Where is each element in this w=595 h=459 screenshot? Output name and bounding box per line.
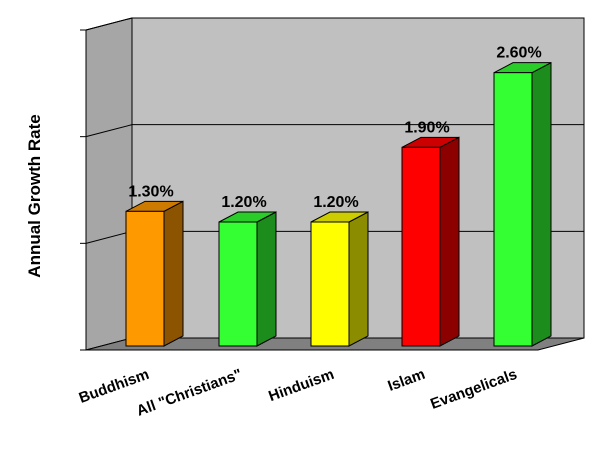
bar-side: [256, 211, 277, 347]
gridline: [85, 17, 584, 31]
bar-side: [531, 61, 552, 347]
bar: [493, 61, 552, 347]
bar-front: [310, 221, 350, 347]
y-axis-label: Annual Growth Rate: [25, 114, 44, 277]
data-label: 2.60%: [496, 45, 541, 62]
bars: [125, 61, 552, 347]
bar-front: [493, 72, 533, 347]
bar-front: [401, 146, 441, 347]
bar: [218, 211, 277, 347]
category-label: Islam: [386, 366, 428, 395]
bar-side: [348, 211, 369, 347]
category-label: Evangelicals: [428, 366, 519, 413]
bar-side: [439, 136, 460, 347]
bar-front: [218, 221, 258, 347]
side-wall: [85, 17, 133, 351]
bar: [310, 211, 369, 347]
bar-front: [125, 210, 165, 347]
gridline: [85, 124, 584, 138]
data-label: 1.90%: [404, 119, 449, 136]
data-label: 1.20%: [313, 194, 358, 211]
data-labels: 1.30% 1.20% 1.20% 1.90% 2.60%: [128, 45, 541, 211]
bar-side: [163, 200, 184, 347]
data-label: 1.30%: [128, 183, 173, 200]
category-label: All "Christians": [134, 366, 244, 420]
bar: [125, 200, 184, 347]
category-label: Hinduism: [266, 366, 336, 405]
data-label: 1.20%: [221, 194, 266, 211]
bar: [401, 136, 460, 347]
